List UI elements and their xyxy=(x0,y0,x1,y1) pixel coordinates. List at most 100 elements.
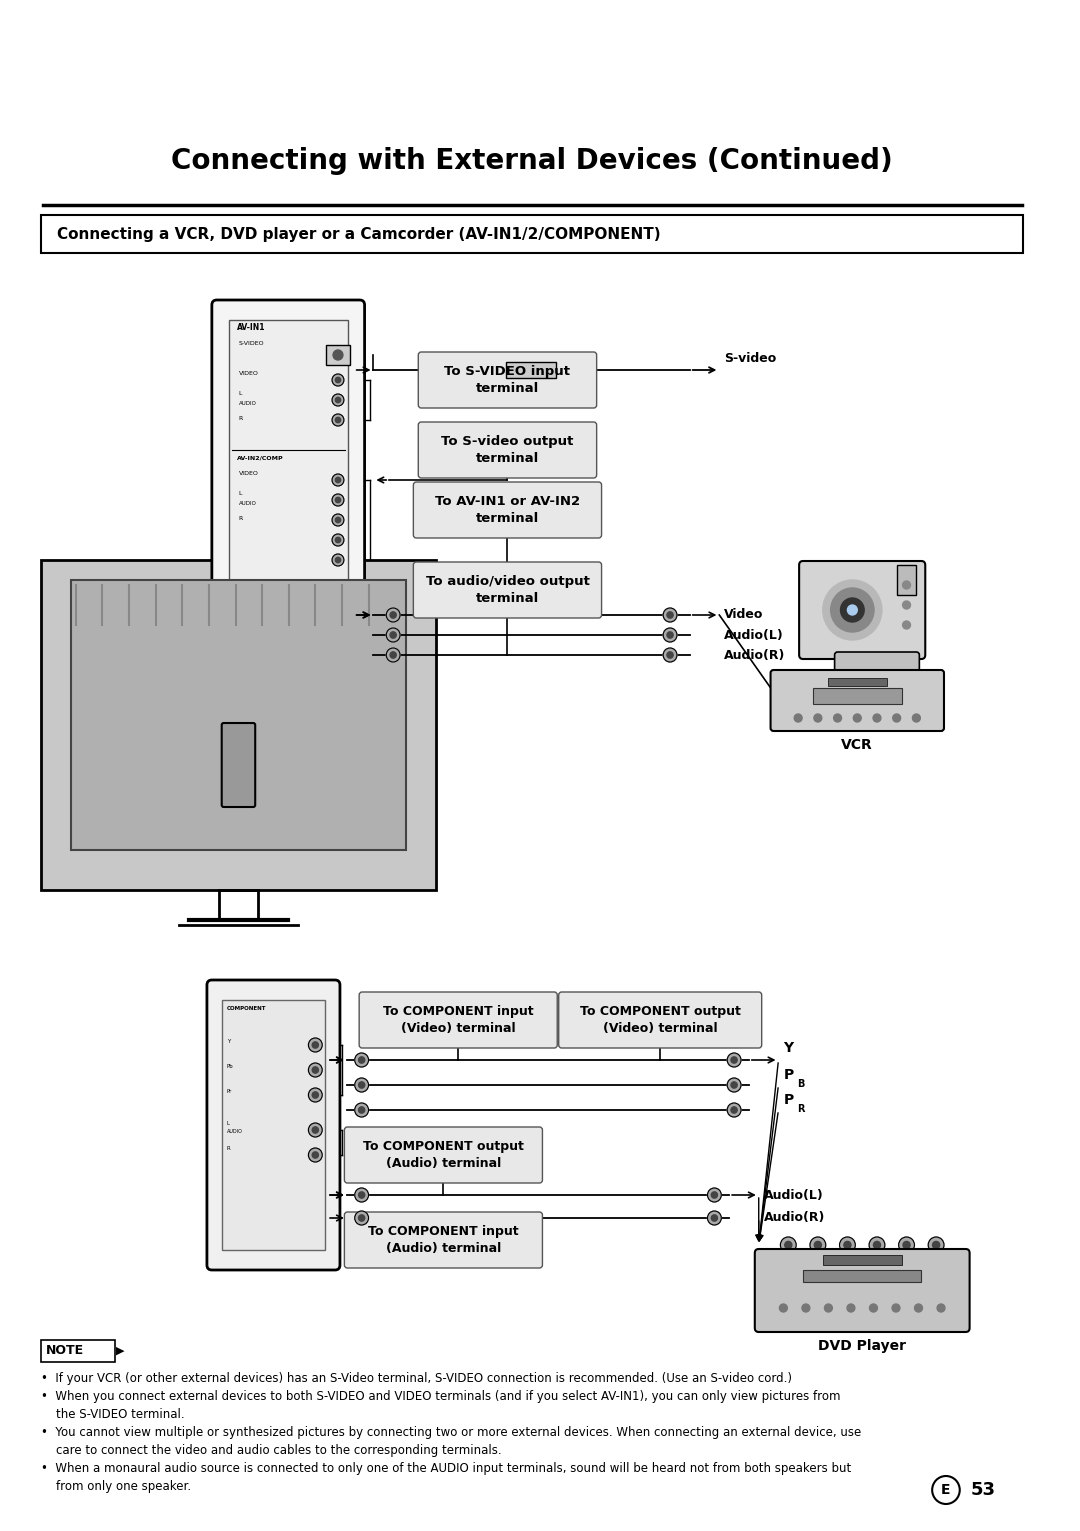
Text: P: P xyxy=(783,1069,794,1082)
Text: Audio(R): Audio(R) xyxy=(764,1211,825,1225)
Circle shape xyxy=(354,1188,368,1202)
Circle shape xyxy=(814,713,822,723)
Text: L: L xyxy=(239,390,242,397)
Circle shape xyxy=(823,580,882,640)
Circle shape xyxy=(332,495,343,507)
Text: •  When a monaural audio source is connected to only one of the AUDIO input term: • When a monaural audio source is connec… xyxy=(41,1462,852,1474)
FancyBboxPatch shape xyxy=(799,560,926,658)
Text: from only one speaker.: from only one speaker. xyxy=(41,1480,191,1493)
Text: R: R xyxy=(239,516,243,521)
Circle shape xyxy=(335,498,340,502)
FancyBboxPatch shape xyxy=(418,352,596,407)
Circle shape xyxy=(869,1304,877,1312)
FancyBboxPatch shape xyxy=(221,723,255,807)
Circle shape xyxy=(359,1216,365,1222)
Circle shape xyxy=(309,1063,322,1076)
Circle shape xyxy=(354,1053,368,1067)
Text: Video: Video xyxy=(725,608,764,622)
Circle shape xyxy=(312,1127,319,1133)
Circle shape xyxy=(309,1148,322,1162)
Text: B: B xyxy=(797,1079,805,1089)
Circle shape xyxy=(913,713,920,723)
FancyBboxPatch shape xyxy=(207,980,340,1271)
Bar xyxy=(823,1255,902,1265)
Text: Y: Y xyxy=(783,1041,794,1055)
Text: To COMPONENT input
(Audio) terminal: To COMPONENT input (Audio) terminal xyxy=(368,1225,518,1255)
Circle shape xyxy=(332,374,343,386)
Circle shape xyxy=(332,413,343,426)
Circle shape xyxy=(903,622,910,629)
FancyBboxPatch shape xyxy=(360,992,557,1049)
Circle shape xyxy=(727,1078,741,1092)
Circle shape xyxy=(667,632,673,638)
Circle shape xyxy=(834,713,841,723)
Circle shape xyxy=(847,1304,855,1312)
Circle shape xyxy=(840,599,864,622)
Text: Connecting a VCR, DVD player or a Camcorder (AV-IN1/2/COMPONENT): Connecting a VCR, DVD player or a Camcor… xyxy=(57,227,661,242)
Text: VIDEO: VIDEO xyxy=(239,472,258,476)
Circle shape xyxy=(903,602,910,609)
Text: L: L xyxy=(239,491,242,496)
Circle shape xyxy=(899,1237,915,1252)
FancyBboxPatch shape xyxy=(835,652,919,686)
Text: To S-video output
terminal: To S-video output terminal xyxy=(442,435,573,465)
Bar xyxy=(827,678,887,686)
Circle shape xyxy=(354,1211,368,1225)
Circle shape xyxy=(312,1092,319,1098)
FancyBboxPatch shape xyxy=(558,992,761,1049)
Text: To COMPONENT output
(Audio) terminal: To COMPONENT output (Audio) terminal xyxy=(363,1141,524,1170)
Circle shape xyxy=(707,1188,721,1202)
FancyBboxPatch shape xyxy=(345,1127,542,1183)
Text: Connecting with External Devices (Continued): Connecting with External Devices (Contin… xyxy=(172,147,893,175)
FancyBboxPatch shape xyxy=(414,482,602,537)
Text: NOTE: NOTE xyxy=(46,1344,84,1358)
Circle shape xyxy=(390,652,396,658)
Text: Audio(L): Audio(L) xyxy=(725,629,784,641)
Text: Y: Y xyxy=(227,1040,230,1044)
Circle shape xyxy=(712,1191,717,1199)
Circle shape xyxy=(335,377,340,383)
Circle shape xyxy=(932,1242,940,1249)
Circle shape xyxy=(354,1078,368,1092)
Circle shape xyxy=(848,605,858,615)
Circle shape xyxy=(712,1216,717,1222)
Circle shape xyxy=(874,1242,880,1249)
Circle shape xyxy=(731,1056,738,1063)
Circle shape xyxy=(335,537,340,542)
FancyBboxPatch shape xyxy=(418,423,596,478)
Circle shape xyxy=(309,1038,322,1052)
FancyBboxPatch shape xyxy=(41,560,435,890)
Text: AUDIO: AUDIO xyxy=(239,501,256,507)
Text: •  When you connect external devices to both S-VIDEO and VIDEO terminals (and if: • When you connect external devices to b… xyxy=(41,1390,841,1402)
Circle shape xyxy=(390,612,396,619)
Text: To COMPONENT output
(Video) terminal: To COMPONENT output (Video) terminal xyxy=(580,1004,741,1035)
Text: To audio/video output
terminal: To audio/video output terminal xyxy=(426,576,590,605)
Text: •  If your VCR (or other external devices) has an S-Video terminal, S-VIDEO conn: • If your VCR (or other external devices… xyxy=(41,1372,793,1386)
Circle shape xyxy=(869,1237,885,1252)
Text: To AV-IN1 or AV-IN2
terminal: To AV-IN1 or AV-IN2 terminal xyxy=(435,495,580,525)
Text: AUDIO: AUDIO xyxy=(239,401,256,406)
Text: ▶: ▶ xyxy=(117,1346,125,1356)
Circle shape xyxy=(335,517,340,522)
Circle shape xyxy=(831,588,874,632)
FancyBboxPatch shape xyxy=(41,214,1023,253)
Text: P: P xyxy=(783,1093,794,1107)
Text: R: R xyxy=(227,1147,230,1151)
Circle shape xyxy=(780,1304,787,1312)
Circle shape xyxy=(903,580,910,589)
Text: AUDIO: AUDIO xyxy=(227,1128,243,1134)
Circle shape xyxy=(785,1242,792,1249)
FancyBboxPatch shape xyxy=(770,671,944,730)
Text: •  You cannot view multiple or synthesized pictures by connecting two or more ex: • You cannot view multiple or synthesize… xyxy=(41,1425,862,1439)
Text: VIDEO: VIDEO xyxy=(239,371,258,377)
Text: S-VIDEO: S-VIDEO xyxy=(239,341,265,346)
Circle shape xyxy=(707,1211,721,1225)
Circle shape xyxy=(839,1237,855,1252)
Circle shape xyxy=(937,1304,945,1312)
Circle shape xyxy=(663,628,677,641)
Circle shape xyxy=(727,1102,741,1118)
FancyBboxPatch shape xyxy=(345,1213,542,1268)
Circle shape xyxy=(794,713,802,723)
Circle shape xyxy=(810,1237,826,1252)
Circle shape xyxy=(390,632,396,638)
